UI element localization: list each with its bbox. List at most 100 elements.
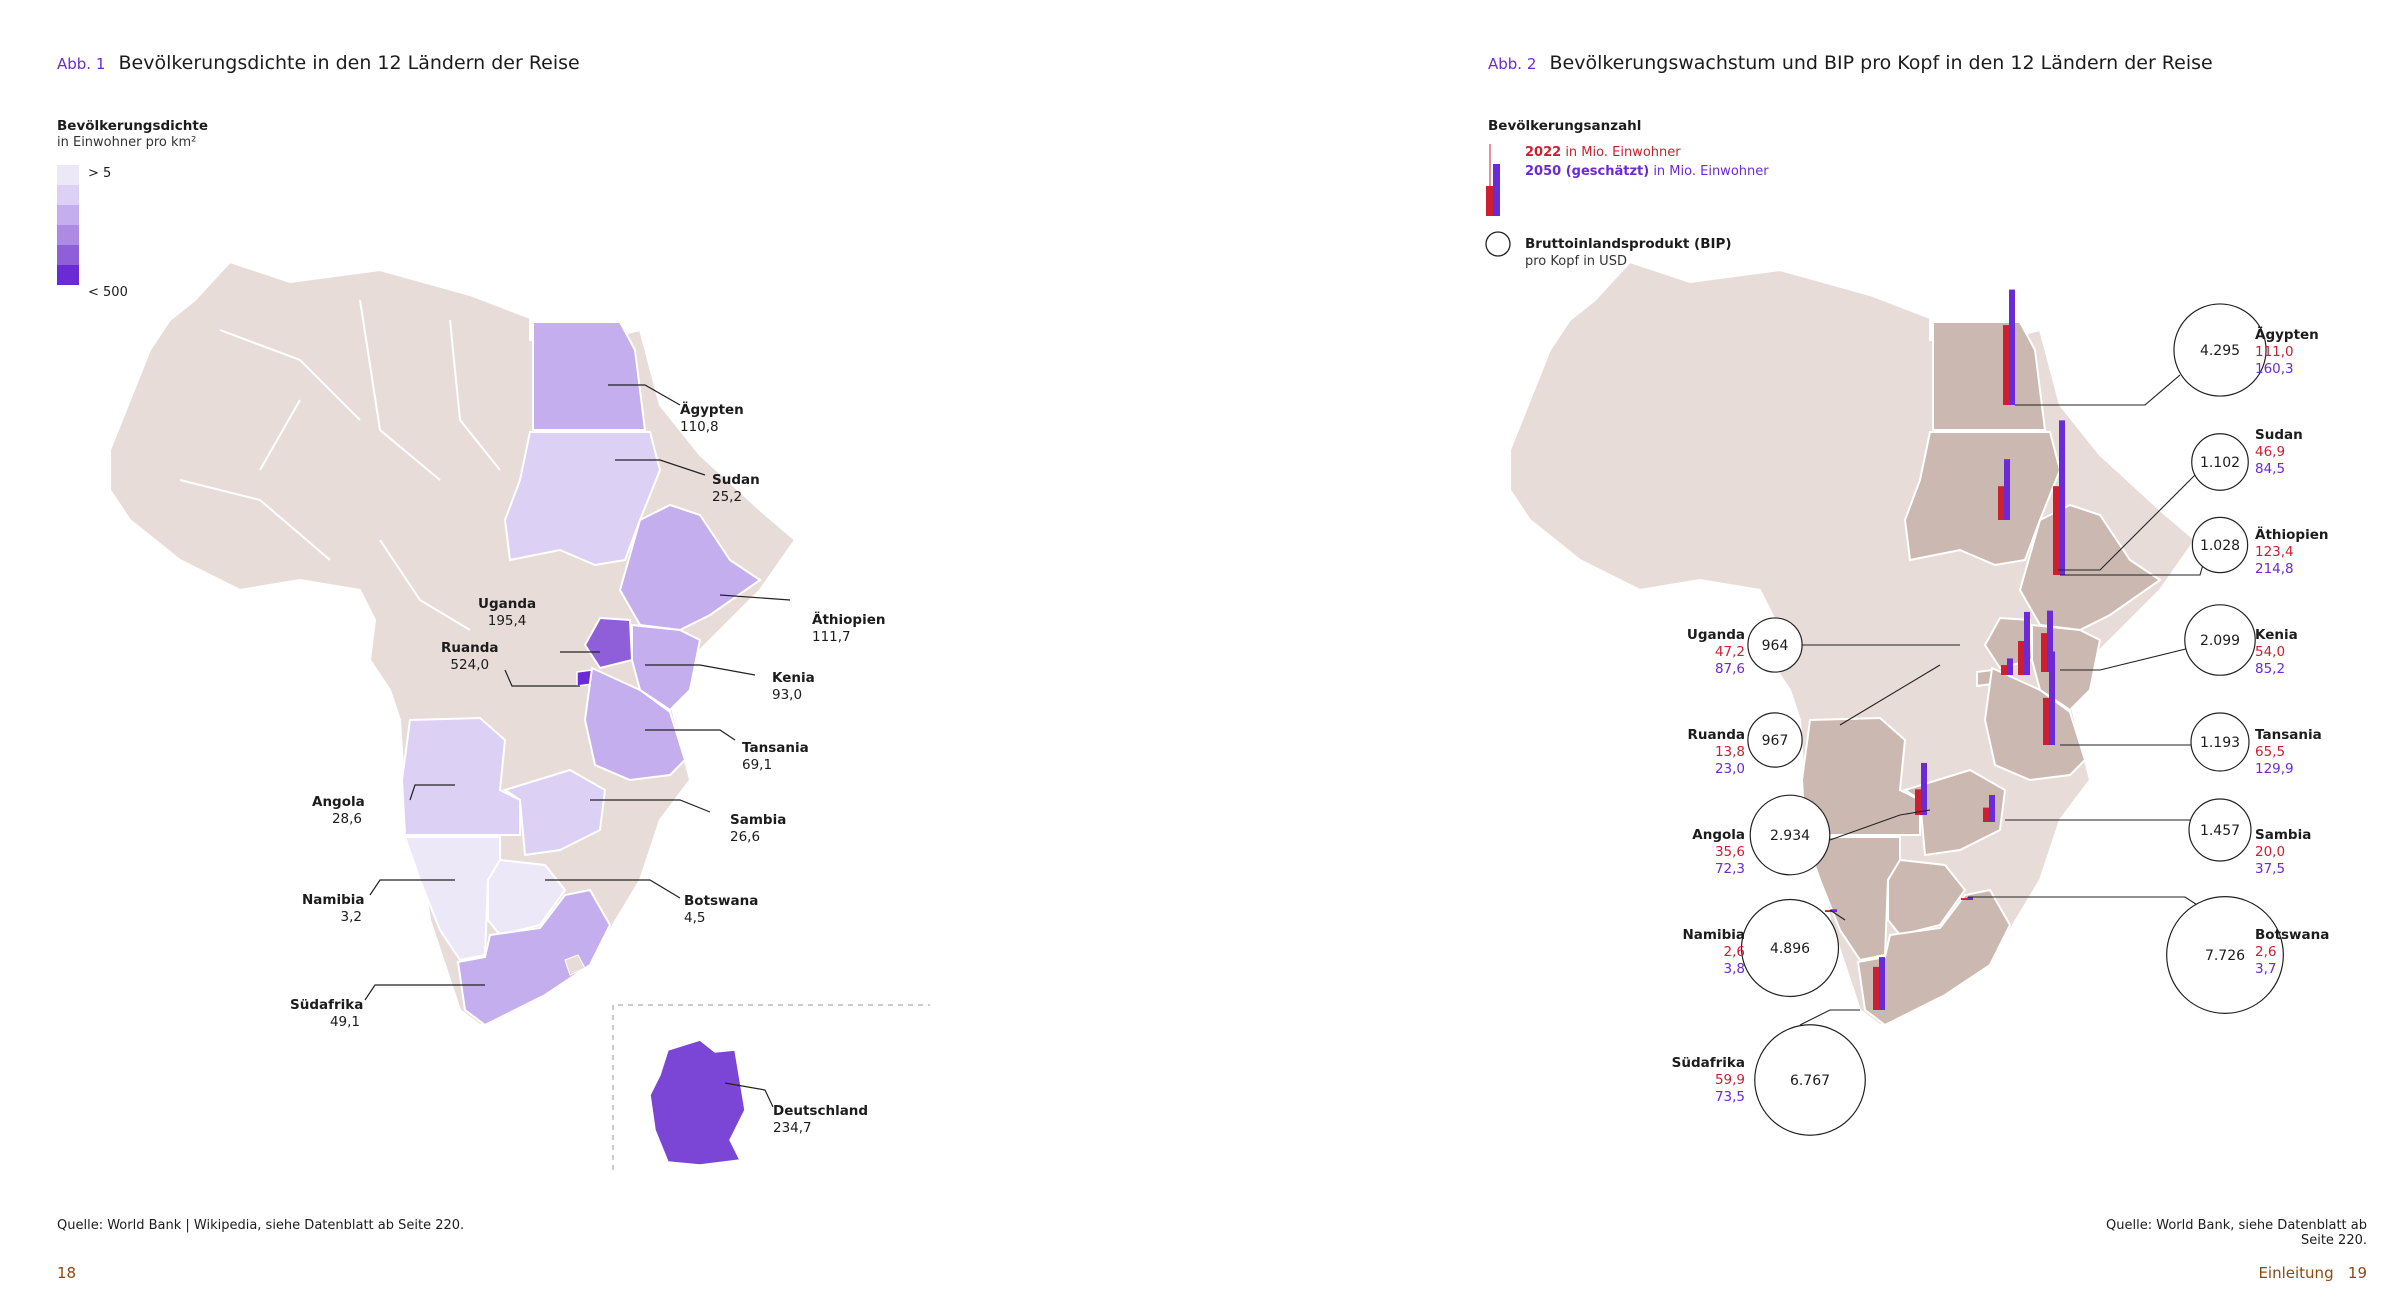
legend-gdp-title: Bruttoinlandsprodukt (BIP)	[1525, 236, 1732, 252]
bar-2050-9	[1831, 909, 1837, 912]
legend-bar-icon	[1486, 144, 1500, 216]
map2-egypt	[1932, 321, 2047, 431]
bar-2050-5	[2007, 658, 2013, 675]
label-ethiopia: Äthiopien 111,7	[812, 612, 886, 645]
bar-2022-10	[1961, 898, 1967, 900]
map-zambia	[502, 768, 607, 857]
section-title: Einleitung	[2258, 1264, 2334, 1282]
bar-2050-10	[1967, 897, 1973, 900]
legend-circle-icon	[1485, 231, 1511, 257]
label-south-africa: Südafrika 49,1	[290, 997, 364, 1030]
label2-ethiopia: Äthiopien 123,4 214,8	[2255, 527, 2329, 577]
bar-2050-2	[2059, 420, 2065, 575]
bar-2022-5	[2001, 665, 2007, 675]
gdp-circle-5	[1747, 712, 1803, 768]
map-lesotho	[564, 954, 586, 976]
bar-2050-4	[2047, 610, 2053, 672]
bar-2022-4	[2041, 633, 2047, 672]
label-uganda: Uganda 195,4	[478, 596, 537, 629]
bar-2022-3	[2018, 641, 2024, 675]
right-footer: Einleitung 19	[2200, 1264, 2367, 1282]
label2-sudan: Sudan 46,9 84,5	[2255, 427, 2303, 477]
left-source: Quelle: World Bank | Wikipedia, siehe Da…	[57, 1218, 465, 1233]
map-egypt	[532, 321, 647, 431]
label-botswana: Botswana 4,5	[684, 893, 759, 926]
gdp-label-8: 1.457	[2200, 823, 2240, 839]
density-swatch-1	[57, 165, 79, 185]
gdp-label-9: 4.896	[1770, 941, 1810, 957]
density-map	[109, 260, 930, 1170]
legend-gdp-subtitle: pro Kopf in USD	[1525, 254, 1627, 269]
label-tanzania: Tansania 69,1	[742, 740, 809, 773]
legend-max-label: < 500	[88, 285, 128, 300]
label-sudan: Sudan 25,2	[712, 472, 760, 505]
bar-2022-9	[1825, 910, 1831, 912]
gdp-label-7: 2.934	[1770, 828, 1810, 844]
right-figure-label: Abb. 2	[1488, 55, 1537, 73]
bar-2050-1	[2004, 459, 2010, 520]
map-kenya	[631, 623, 702, 712]
label2-zambia: Sambia 20,0 37,5	[2255, 827, 2312, 877]
gdp-circle-9	[1740, 898, 1840, 998]
map-ethiopia	[618, 503, 762, 632]
density-swatch-2	[57, 185, 79, 205]
gdp-label-3: 964	[1762, 638, 1789, 654]
right-source: Quelle: World Bank, siehe Datenblatt ab …	[2106, 1218, 2367, 1248]
legend-2022: 2022 in Mio. Einwohner	[1525, 145, 1681, 160]
label2-angola: Angola 35,6 72,3	[1692, 827, 1745, 877]
left-legend-subtitle: in Einwohner pro km²	[57, 135, 197, 150]
left-figure-heading: Abb. 1 Bevölkerungsdichte in den 12 Länd…	[57, 52, 580, 74]
gdp-circle-8	[2188, 798, 2252, 862]
label2-kenya: Kenia 54,0 85,2	[2255, 627, 2298, 677]
label2-south-africa: Südafrika 59,9 73,5	[1671, 1055, 1745, 1105]
right-legend-pop-title: Bevölkerungsanzahl	[1488, 118, 1642, 134]
bar-2022-11	[1873, 966, 1879, 1010]
bar-2022-6	[2043, 697, 2049, 745]
inset-frame	[612, 1004, 930, 1170]
left-figure-title: Bevölkerungsdichte in den 12 Ländern der…	[118, 52, 580, 74]
bar-2022-8	[1983, 807, 1989, 822]
bar-2022-1	[1998, 486, 2004, 520]
right-figure-title: Bevölkerungswachstum und BIP pro Kopf in…	[1549, 52, 2213, 74]
density-swatch-3	[57, 205, 79, 225]
label-germany: Deutschland 234,7	[773, 1103, 869, 1136]
map-uganda	[583, 616, 634, 670]
label-rwanda: Ruanda 524,0	[441, 640, 499, 673]
label2-rwanda: Ruanda 13,8 23,0	[1687, 727, 1745, 777]
gdp-label-10: 7.726	[2205, 948, 2245, 964]
gdp-circle-3	[1747, 617, 1803, 673]
right-page-number: 19	[2347, 1264, 2367, 1282]
gdp-circle-6	[2190, 712, 2250, 772]
gdp-circle-11	[1754, 1024, 1866, 1136]
gdp-circle-7	[1749, 794, 1831, 876]
label-egypt: Ägypten 110,8	[680, 402, 744, 435]
label2-uganda: Uganda 47,2 87,6	[1686, 627, 1745, 677]
density-swatch-5	[57, 245, 79, 265]
map-sudan	[503, 431, 662, 567]
population-gdp-map: 4.295 1.102 1.028 964 2.099 967 1.193 2.934 1.45…	[1509, 260, 2284, 1136]
left-figure-label: Abb. 1	[57, 55, 106, 73]
gdp-circle-4	[2184, 604, 2256, 676]
density-swatch-4	[57, 225, 79, 245]
legend-2050: 2050 (geschätzt) in Mio. Einwohner	[1525, 164, 1769, 179]
label-zambia: Sambia 26,6	[730, 812, 787, 845]
gdp-label-5: 967	[1762, 733, 1789, 749]
bar-2022-2	[2053, 486, 2059, 575]
gdp-label-2: 1.028	[2200, 538, 2240, 554]
map-germany	[649, 1039, 746, 1166]
population-bars	[1825, 289, 2065, 1010]
gdp-circle-1	[2191, 433, 2249, 491]
gdp-label-1: 1.102	[2200, 455, 2240, 471]
bar-2022-7	[1915, 789, 1921, 815]
leader-lines	[1780, 374, 2211, 1026]
legend-min-label: > 5	[88, 166, 112, 181]
bar-2050-3	[2024, 611, 2030, 675]
gdp-circles: 4.295 1.102 1.028 964 2.099 967 1.193 2.934 1.45…	[1740, 303, 2284, 1136]
bar-2050-0	[2009, 289, 2015, 405]
left-page-number: 18	[57, 1264, 77, 1282]
label-kenya: Kenia 93,0	[772, 670, 815, 703]
label2-egypt: Ägypten 111,0 160,3	[2255, 327, 2319, 377]
label-namibia: Namibia 3,2	[302, 892, 365, 925]
right-figure-heading: Abb. 2 Bevölkerungswachstum und BIP pro …	[1488, 52, 2213, 74]
gdp-label-11: 6.767	[1790, 1073, 1830, 1089]
